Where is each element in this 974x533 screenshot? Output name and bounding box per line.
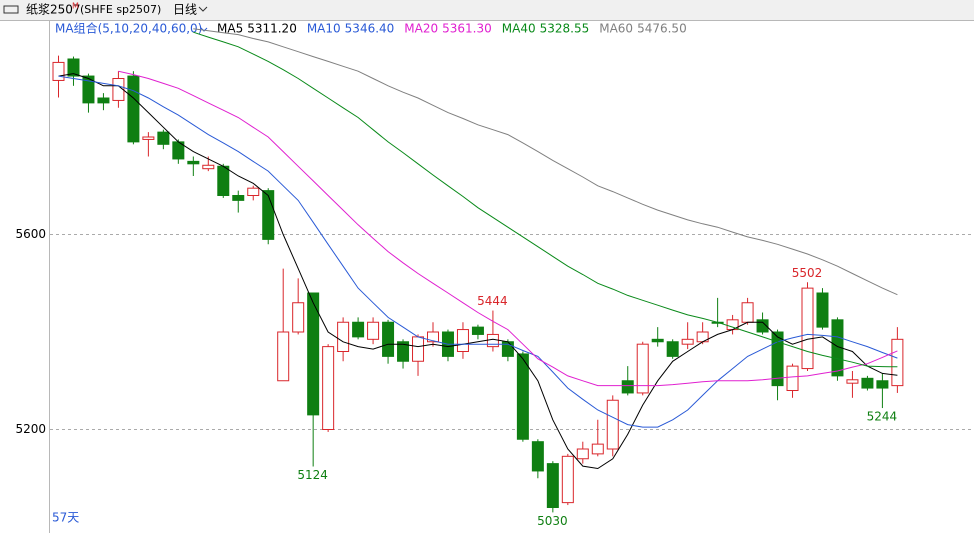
ma-dropdown[interactable] xyxy=(200,27,208,32)
candle-body xyxy=(561,455,574,504)
candle-body xyxy=(516,353,529,440)
legend-name: MA20 xyxy=(404,22,438,36)
low-label: 5244 xyxy=(867,410,898,424)
legend-name: MA10 xyxy=(307,22,341,36)
low-label: 5030 xyxy=(537,514,568,528)
candle-body xyxy=(531,441,544,472)
candle-body xyxy=(127,75,140,143)
legend-name: MA5 xyxy=(217,22,243,36)
header-bar xyxy=(0,0,974,20)
legend-value: 5346.40 xyxy=(345,22,395,36)
candle-body xyxy=(307,292,320,416)
candle-body xyxy=(142,136,155,140)
candle-body xyxy=(187,160,200,165)
legend-value: 5476.50 xyxy=(637,22,687,36)
candle-body xyxy=(232,195,245,201)
days-label: 57天 xyxy=(52,511,79,525)
candle-body xyxy=(471,326,484,335)
title: 纸浆2507 xyxy=(26,2,81,17)
candle-body xyxy=(846,379,859,384)
legend-value: 5361.30 xyxy=(442,22,492,36)
y-tick-label: 5600 xyxy=(15,227,46,241)
legend-name: MA60 xyxy=(599,22,633,36)
candle-body xyxy=(741,302,754,323)
candle-body xyxy=(262,190,275,240)
candle-body xyxy=(397,341,410,362)
candle-body xyxy=(891,338,904,387)
legend-value: 5328.55 xyxy=(540,22,590,36)
candle-body xyxy=(771,331,784,387)
candle-body xyxy=(322,346,335,430)
candle-body xyxy=(621,380,634,394)
ma-line xyxy=(58,75,898,428)
candle-body xyxy=(352,321,365,338)
candle-body xyxy=(382,321,395,357)
candle-body xyxy=(636,343,649,394)
ma-line xyxy=(193,31,898,368)
candle-body xyxy=(112,78,125,101)
candle-body xyxy=(786,365,799,391)
legend-value: 5311.20 xyxy=(247,22,297,36)
candle-body xyxy=(831,319,844,377)
candle-body xyxy=(876,380,889,389)
candle-body xyxy=(666,341,679,357)
candle-body xyxy=(52,61,65,81)
candle-body xyxy=(486,333,499,348)
symbol: (SHFE sp2507) xyxy=(80,3,161,16)
candle-body xyxy=(427,331,439,343)
candle-body xyxy=(756,319,769,333)
candle-body xyxy=(576,448,589,460)
candle-body xyxy=(217,165,230,196)
ma-group[interactable]: MA组合(5,10,20,40,60,0) xyxy=(55,21,202,36)
candle-body xyxy=(67,58,80,77)
ma-line xyxy=(58,73,898,470)
candle-body xyxy=(801,287,814,370)
low-label: 5124 xyxy=(297,468,328,482)
period[interactable]: 日线 xyxy=(173,3,197,17)
candle-body xyxy=(202,164,215,170)
window-icon[interactable] xyxy=(3,5,19,14)
title-mark: M xyxy=(72,2,79,11)
candle-body xyxy=(247,187,260,196)
high-label: 5502 xyxy=(792,266,823,280)
candle-body xyxy=(546,463,559,508)
candle-body xyxy=(277,331,290,382)
candle-body xyxy=(681,338,694,345)
candle-body xyxy=(97,97,110,104)
period-dropdown[interactable] xyxy=(198,6,208,12)
candle-body xyxy=(651,338,664,343)
candle-body xyxy=(412,336,425,362)
candle-body xyxy=(591,443,604,455)
candle-body xyxy=(292,302,305,333)
high-label: 5444 xyxy=(477,294,508,308)
ma-line xyxy=(118,70,898,387)
candle-body xyxy=(367,321,380,340)
y-tick-label: 5200 xyxy=(15,422,46,436)
candle-body xyxy=(157,131,170,145)
legend-name: MA40 xyxy=(502,22,536,36)
candle-body xyxy=(861,377,874,389)
candle-body xyxy=(606,399,619,450)
ma-line xyxy=(193,28,898,296)
candle-body xyxy=(816,292,829,328)
candle-body xyxy=(456,329,469,352)
candle-body xyxy=(82,75,95,104)
candle-body xyxy=(337,321,350,352)
